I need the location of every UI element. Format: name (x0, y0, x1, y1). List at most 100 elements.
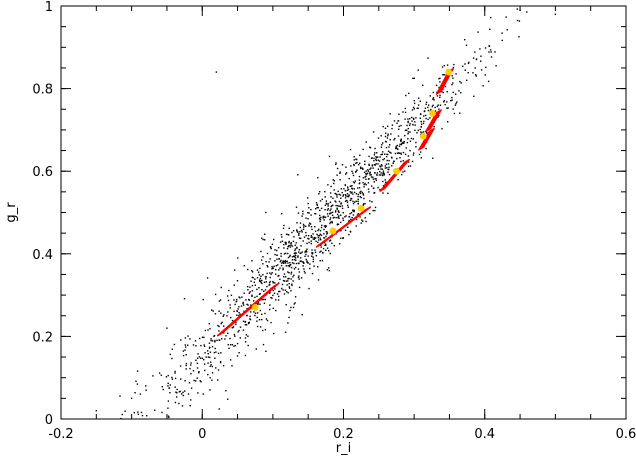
data-point (387, 150, 390, 152)
data-point (385, 146, 388, 149)
data-point (209, 377, 211, 379)
data-point (299, 257, 302, 259)
data-point (185, 354, 187, 356)
data-point (307, 237, 309, 240)
data-point (373, 192, 376, 194)
data-point (211, 365, 213, 368)
data-point (443, 101, 445, 103)
data-point (292, 280, 294, 282)
data-point (365, 173, 368, 176)
data-point (308, 287, 310, 290)
data-point (214, 339, 216, 342)
data-point (218, 339, 220, 341)
data-point (437, 104, 439, 106)
data-point (236, 342, 239, 345)
data-point (280, 252, 282, 255)
data-point (357, 193, 360, 196)
data-point (399, 143, 401, 145)
data-point (490, 16, 492, 19)
data-point (265, 350, 267, 352)
data-point (400, 152, 402, 154)
data-point (393, 160, 395, 163)
data-point (224, 338, 226, 340)
data-point (340, 214, 342, 216)
data-point (259, 326, 262, 328)
data-point (281, 283, 284, 286)
data-point (238, 352, 240, 354)
data-point (400, 138, 402, 140)
data-point (199, 357, 202, 359)
data-point (330, 208, 332, 210)
data-point (204, 369, 206, 372)
data-point (404, 111, 407, 114)
data-point (282, 289, 284, 291)
data-point (210, 338, 212, 340)
data-point (251, 270, 253, 272)
data-point (287, 262, 289, 264)
data-point (446, 64, 449, 66)
data-point (304, 272, 306, 274)
data-point (398, 113, 400, 115)
data-point (439, 96, 441, 99)
data-point (279, 278, 281, 280)
data-point (443, 64, 445, 67)
data-point (250, 304, 252, 306)
data-point (275, 269, 277, 271)
data-point (292, 276, 294, 278)
data-point (325, 249, 327, 251)
data-point (386, 159, 388, 162)
data-point (293, 262, 295, 265)
data-point (256, 302, 259, 304)
data-point (171, 348, 173, 350)
data-point (389, 138, 391, 141)
data-point (208, 323, 210, 325)
data-point (298, 278, 300, 280)
data-point (308, 241, 310, 244)
data-point (222, 315, 224, 317)
data-point (335, 217, 337, 219)
data-point (398, 152, 401, 154)
data-point (333, 245, 335, 247)
data-point (353, 188, 355, 190)
data-point (382, 159, 384, 161)
data-point (363, 183, 365, 186)
data-point (227, 332, 229, 334)
data-point (249, 318, 251, 320)
data-point (174, 386, 176, 388)
data-point (227, 299, 230, 302)
data-point (274, 253, 276, 256)
data-point (349, 230, 352, 233)
data-point (290, 278, 292, 280)
data-point (382, 142, 384, 144)
data-point (338, 205, 340, 207)
data-point (174, 377, 177, 380)
data-point (178, 391, 181, 393)
data-point (350, 198, 353, 200)
data-point (357, 212, 359, 215)
data-point (316, 233, 318, 236)
data-point (318, 193, 320, 195)
data-point (454, 104, 457, 106)
data-point (313, 265, 315, 267)
data-point (256, 320, 258, 322)
data-point (382, 151, 384, 153)
data-point (290, 242, 292, 245)
data-point (189, 367, 191, 370)
data-point (287, 265, 289, 267)
data-point (316, 207, 318, 209)
data-point (260, 259, 263, 261)
data-point (218, 325, 220, 328)
y-tick-label: 0.4 (32, 248, 53, 263)
data-point (301, 314, 303, 316)
data-point (312, 256, 314, 258)
data-point (317, 229, 319, 232)
data-point (349, 213, 351, 215)
data-point (133, 412, 135, 414)
data-point (407, 120, 409, 123)
data-point (259, 309, 262, 312)
data-point (192, 370, 195, 372)
data-point (425, 131, 428, 133)
data-point (451, 96, 453, 99)
data-point (121, 413, 123, 416)
data-point (352, 200, 354, 203)
